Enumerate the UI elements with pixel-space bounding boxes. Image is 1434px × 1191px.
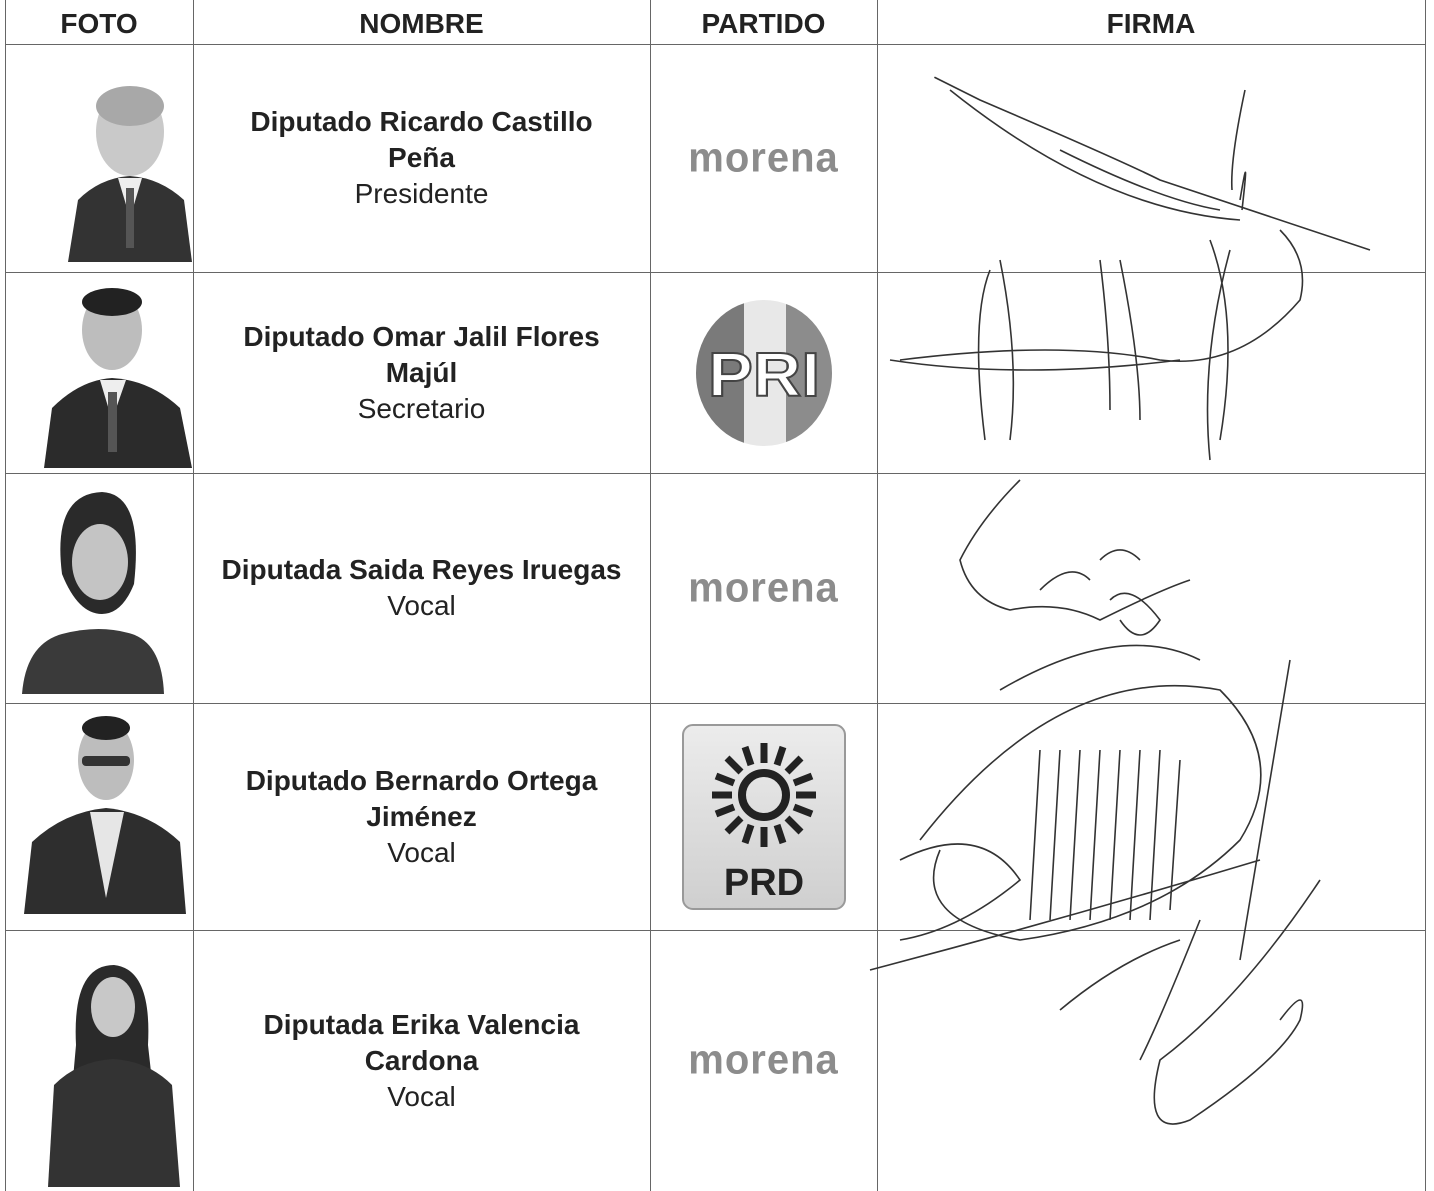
header-cell: FIRMA [1106,8,1196,39]
party-name: PRI [708,341,820,410]
row-line [5,44,1426,45]
member-role: Secretario [357,392,486,424]
header-cell: NOMBRE [359,8,484,39]
row-line [5,930,1426,931]
signatures [869,76,1371,1125]
party-name: PRD [723,862,803,904]
col-line [1425,0,1426,1191]
party-cell: morena [650,473,877,703]
col-line [877,0,878,1191]
member-name: Diputado Omar Jalil Flores Majúl [243,320,600,388]
party-logo: PRD [681,723,846,910]
member-name: Diputado Bernardo Ortega Jiménez [245,764,598,832]
party-logo: PRI [695,299,832,446]
col-line [650,0,651,1191]
member-name: Diputado Ricardo Castillo Peña [250,106,593,173]
party-logo: morena [688,1036,839,1084]
name-cell: Diputado Omar Jalil Flores Majúl Secretar… [193,272,650,473]
party-cell: morena [650,930,877,1191]
header-cell: PARTIDO [701,8,826,39]
member-name: Diputada Erika Valencia Cardona [263,1008,580,1076]
member-role: Vocal [387,1080,456,1112]
photo [22,492,164,694]
col-line [193,0,194,1191]
photo [48,965,180,1187]
name-cell: Diputada Saida Reyes Iruegas Vocal [193,473,650,703]
photo [68,86,192,262]
row-line [5,272,1426,273]
photo [24,716,186,914]
name-cell: Diputada Erika Valencia Cardona Vocal [193,930,650,1191]
party-logo: morena [688,564,839,611]
col-line [5,0,6,1191]
row-line [5,473,1426,474]
name-cell: Diputado Bernardo Ortega Jiménez Vocal [193,703,650,930]
party-cell: PRI [650,272,877,473]
row-line [5,703,1426,704]
photo [44,288,192,468]
member-name: Diputada Saida Reyes Iruegas [221,554,622,585]
header-cell: FOTO [60,8,138,39]
member-role: Presidente [354,178,489,209]
member-role: Vocal [387,590,456,621]
party-cell: PRD [650,703,877,930]
party-cell: morena [650,44,877,272]
member-role: Vocal [387,836,456,868]
name-cell: Diputado Ricardo Castillo Peña Presidente [193,44,650,272]
party-logo: morena [688,134,839,181]
